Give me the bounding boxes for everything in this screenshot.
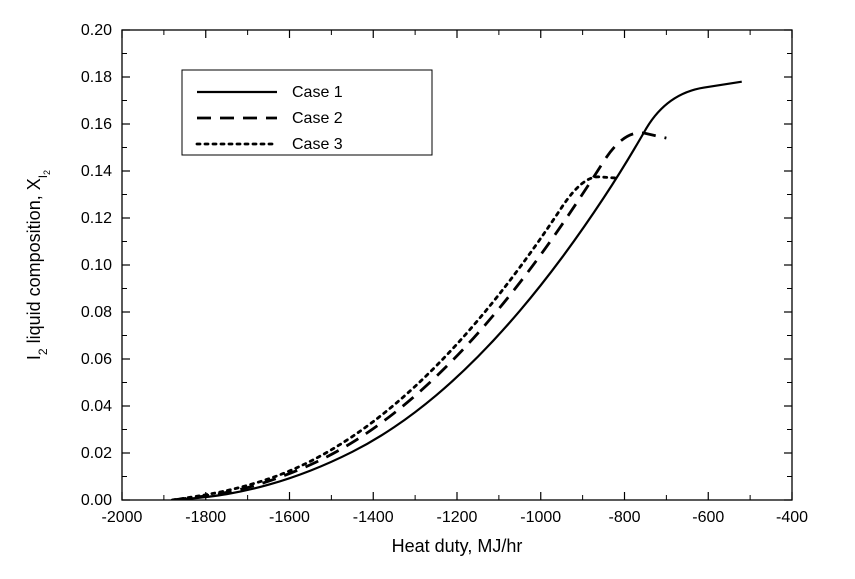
x-axis-label: Heat duty, MJ/hr [392, 536, 523, 556]
legend-label-3: Case 3 [292, 136, 343, 153]
x-tick-label: -1800 [185, 509, 226, 526]
y-tick-label: 0.18 [81, 69, 112, 86]
series-line-1 [172, 82, 742, 500]
y-tick-label: 0.06 [81, 351, 112, 368]
legend-label-1: Case 1 [292, 84, 343, 101]
x-tick-label: -600 [692, 509, 724, 526]
y-tick-label: 0.12 [81, 210, 112, 227]
x-tick-label: -2000 [102, 509, 143, 526]
legend-label-2: Case 2 [292, 110, 343, 127]
x-tick-label: -400 [776, 509, 808, 526]
y-tick-label: 0.20 [81, 22, 112, 39]
series-line-2 [172, 133, 666, 500]
plot-frame [122, 30, 792, 500]
y-tick-label: 0.00 [81, 492, 112, 509]
y-tick-label: 0.14 [81, 163, 112, 180]
series-line-3 [172, 177, 616, 500]
y-tick-label: 0.02 [81, 445, 112, 462]
chart-container: -2000 -1800 -1600 -1400 -1200 -1000 -800 -600 -4… [0, 0, 855, 579]
x-tick-label: -800 [608, 509, 640, 526]
y-tick-label: 0.04 [81, 398, 112, 415]
y-tick-label: 0.16 [81, 116, 112, 133]
y-tick-label: 0.08 [81, 304, 112, 321]
line-chart: -2000 -1800 -1600 -1400 -1200 -1000 -800 -600 -4… [0, 0, 855, 579]
y-axis-label: I2 liquid composition, XI2 [24, 170, 52, 360]
x-tick-label: -1400 [353, 509, 394, 526]
x-tick-label: -1000 [520, 509, 561, 526]
y-tick-label: 0.10 [81, 257, 112, 274]
x-tick-label: -1600 [269, 509, 310, 526]
x-tick-label: -1200 [437, 509, 478, 526]
